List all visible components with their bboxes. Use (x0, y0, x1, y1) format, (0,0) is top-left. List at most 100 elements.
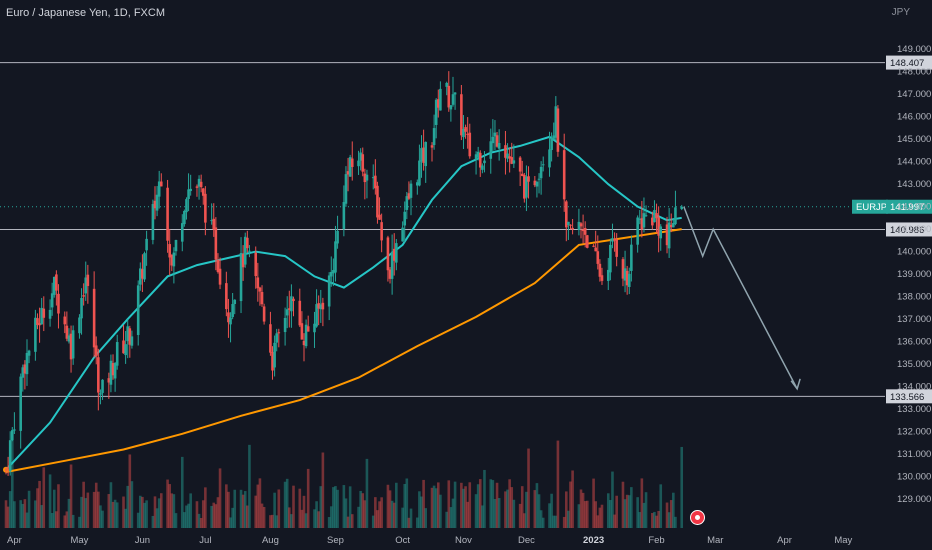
volume-bar (552, 515, 556, 528)
volume-bar (655, 515, 658, 528)
volume-bar (292, 485, 295, 528)
candle-body (195, 186, 199, 188)
candle-body (197, 178, 201, 187)
candle-body (332, 270, 335, 274)
volume-bar (122, 496, 125, 528)
candle-body (451, 94, 455, 105)
volume-bar (460, 482, 463, 528)
projection-path (683, 206, 798, 390)
volume-bar (581, 492, 585, 528)
volume-bar (380, 497, 383, 528)
candle-body (462, 128, 465, 138)
volume-bar (464, 486, 467, 528)
candle-body (50, 293, 54, 308)
volume-bar (84, 498, 88, 528)
candle-body (269, 324, 272, 353)
candle-body (290, 296, 293, 312)
volume-bar (405, 478, 409, 528)
candle-body (350, 158, 354, 167)
candle-body (395, 243, 398, 263)
volume-bar (436, 482, 440, 528)
volume-bar (336, 489, 339, 528)
candle-body (371, 177, 375, 179)
volume-bar (19, 500, 22, 528)
volume-bar (403, 483, 407, 528)
volume-bar (78, 516, 81, 528)
candle-body (315, 304, 318, 327)
level-price-label: 148.407 (890, 58, 924, 69)
candle-body (659, 226, 663, 239)
candle-body (481, 165, 484, 170)
volume-bar (151, 515, 155, 528)
volume-bar (613, 514, 616, 528)
x-tick-label: Jul (199, 535, 211, 546)
volume-bar (447, 480, 451, 528)
candle-body (271, 352, 274, 371)
volume-bar (23, 499, 27, 528)
volume-bar (495, 482, 499, 528)
x-tick-label: Feb (648, 535, 664, 546)
volume-bar (556, 440, 560, 528)
volume-bar (143, 502, 146, 528)
volume-bar (183, 512, 186, 528)
volume-bar (187, 503, 190, 528)
candle-body (52, 276, 56, 295)
candle-body (657, 217, 660, 236)
volume-bar (439, 494, 442, 528)
volume-bar (212, 502, 216, 528)
candle-body (403, 211, 407, 226)
volume-bar (27, 490, 31, 528)
volume-bar (642, 502, 646, 528)
volume-bar (657, 510, 660, 528)
volume-bar (82, 481, 85, 528)
candle-body (466, 133, 469, 135)
candle-body (344, 174, 348, 204)
candle-body (183, 210, 186, 225)
x-tick-label: Apr (7, 535, 22, 546)
volume-bar (241, 494, 245, 528)
candle-body (97, 357, 100, 393)
volume-bar (166, 479, 169, 528)
volume-bar (218, 468, 222, 528)
x-tick-label: Mar (707, 535, 723, 546)
candle-body (216, 259, 220, 272)
volume-bar (189, 493, 192, 528)
candle-body (36, 318, 39, 325)
y-tick-label: 148.000 (897, 67, 931, 78)
volume-bar (229, 517, 232, 528)
volume-bar (640, 478, 644, 528)
volume-bar (539, 510, 543, 528)
y-tick-label: 143.000 (897, 179, 931, 190)
volume-bar (57, 484, 60, 528)
candle-body (151, 204, 155, 240)
volume-bar (130, 481, 134, 528)
volume-bar (390, 500, 394, 528)
candle-body (416, 182, 419, 186)
volume-bar (199, 517, 203, 528)
candle-body (497, 143, 501, 149)
candle-body (130, 336, 134, 346)
volume-bar (52, 489, 56, 528)
candle-body (233, 299, 237, 305)
volume-bar (86, 492, 90, 528)
candle-body (464, 127, 467, 132)
candle-body (672, 223, 675, 228)
x-tick-label: Aug (262, 535, 279, 546)
level-price-label: 133.566 (890, 392, 924, 403)
candle-body (285, 309, 289, 316)
candle-body (113, 363, 117, 379)
candle-body (187, 189, 190, 200)
candle-body (157, 181, 161, 197)
candle-body (592, 245, 595, 247)
volume-bar (321, 452, 325, 528)
candle-body (38, 323, 41, 326)
volume-bar (667, 512, 671, 528)
volume-bar (621, 481, 625, 528)
volume-bar (197, 513, 201, 528)
projection-arrow (683, 206, 801, 391)
candle-body (67, 335, 71, 342)
candle-body (258, 287, 262, 292)
candle-body (256, 277, 260, 289)
tradingview-logo-icon[interactable] (690, 510, 705, 525)
